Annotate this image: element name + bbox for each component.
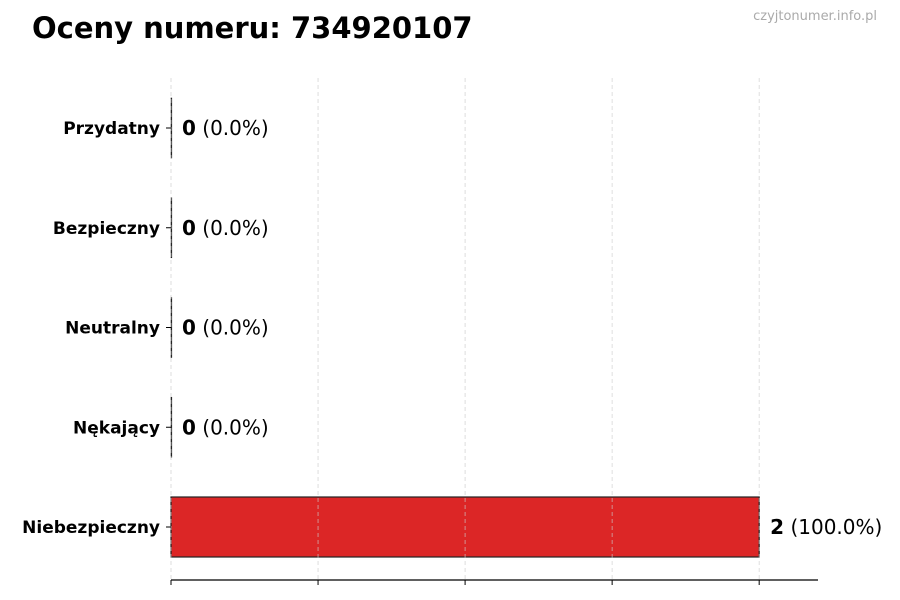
chart-title: Oceny numeru: 734920107 xyxy=(32,11,473,45)
data-label: 0 (0.0%) xyxy=(182,316,269,340)
data-label: 0 (0.0%) xyxy=(182,216,269,240)
category-label: Nękający xyxy=(73,418,160,438)
category-label: Bezpieczny xyxy=(53,219,160,239)
category-label: Przydatny xyxy=(63,119,160,139)
bar-neutralny xyxy=(170,297,173,358)
data-label: 2 (100.0%) xyxy=(770,515,882,539)
data-label: 0 (0.0%) xyxy=(182,415,269,439)
category-label: Niebezpieczny xyxy=(22,518,160,538)
data-label: 0 (0.0%) xyxy=(182,116,269,140)
category-label: Neutralny xyxy=(65,319,160,339)
bar-nękający xyxy=(170,396,173,458)
watermark: czyjtonumer.info.pl xyxy=(753,9,877,24)
